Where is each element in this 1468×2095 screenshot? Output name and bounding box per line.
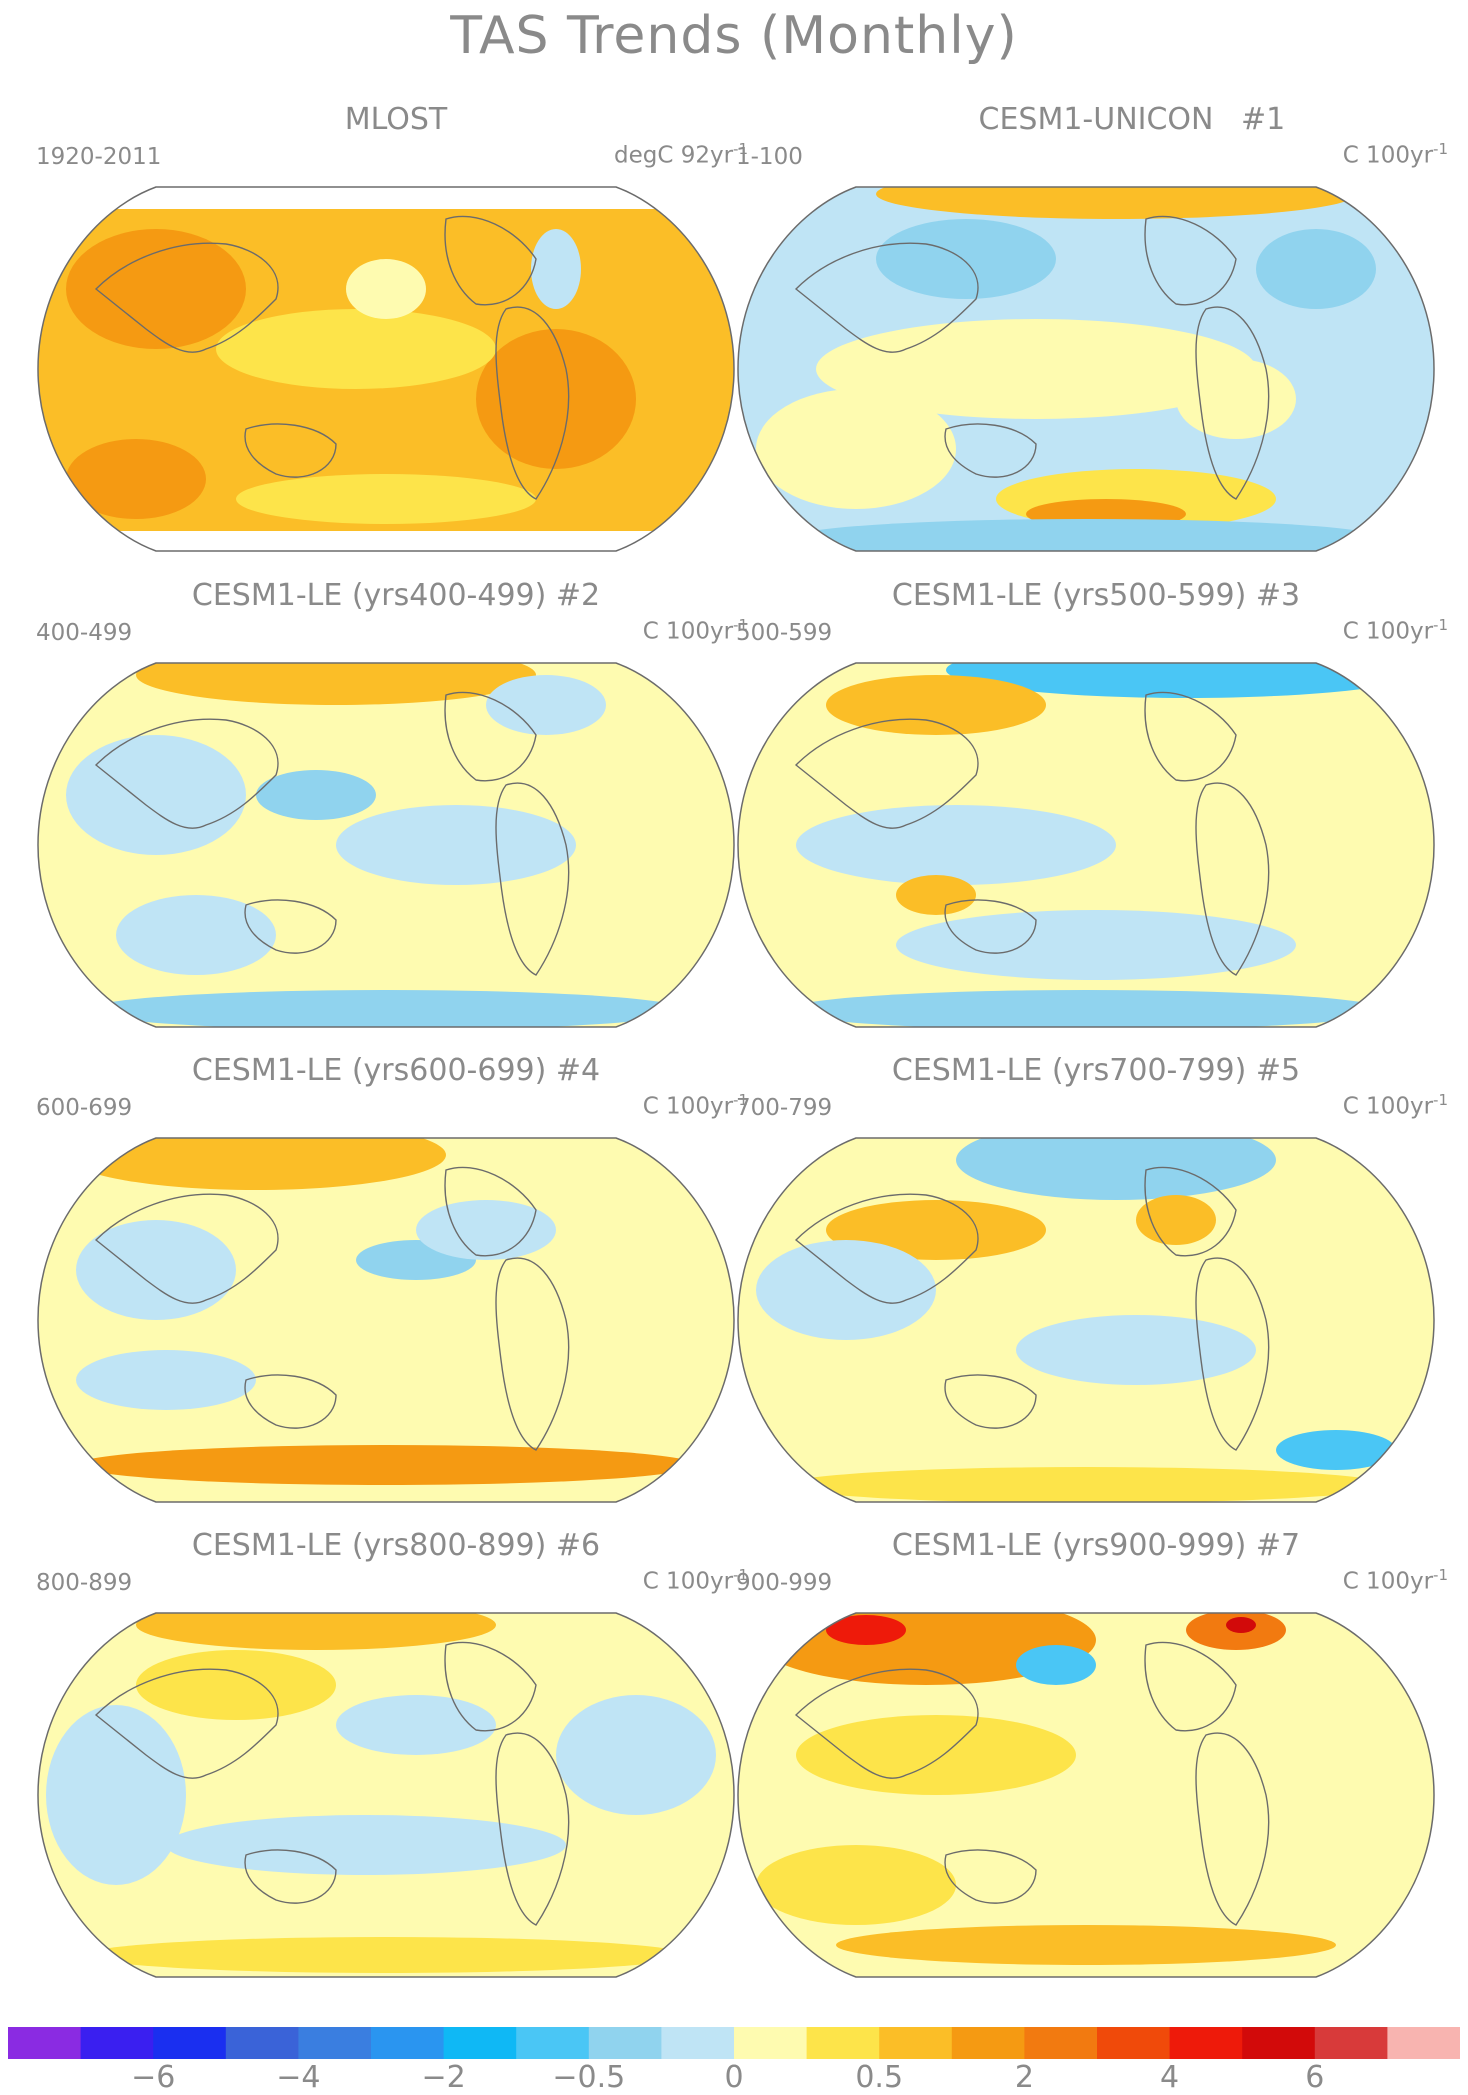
world-map-le-5 [737,1137,1435,1503]
panel-period: 1-100 [736,144,803,170]
colorbar-swatch [1024,2027,1098,2059]
world-map-le-4 [37,1137,735,1503]
colorbar-tick-label: 6 [1305,2060,1325,2095]
colorbar-tick-label: −4 [276,2060,321,2095]
colorbar-tick-label: −2 [421,2060,466,2095]
map-panel-le-3: CESM1-LE (yrs500-599) #3 500-599 C 100yr… [736,578,1456,1040]
colorbar-swatch [661,2027,735,2059]
colorbar-swatch [443,2027,517,2059]
colorbar-swatch [879,2027,953,2059]
panel-units: C 100yr-1 [1342,1566,1448,1595]
panel-period: 900-999 [736,1570,833,1596]
map-panel-le-5: CESM1-LE (yrs700-799) #5 700-799 C 100yr… [736,1053,1456,1515]
world-map-le-2 [37,662,735,1028]
panel-period: 500-599 [736,620,833,646]
panel-units: C 100yr-1 [1342,1091,1448,1120]
colorbar-swatch [225,2027,299,2059]
colorbar-swatch [153,2027,227,2059]
colorbar-swatch [1242,2027,1316,2059]
panel-units: C 100yr-1 [1342,140,1448,169]
panel-units: C 100yr-1 [642,1566,748,1595]
panel-title: CESM1-UNICON [978,102,1214,137]
panel-units: C 100yr-1 [1342,616,1448,645]
colorbar-tick-label: 0.5 [855,2060,904,2095]
colorbar-swatch [1314,2027,1388,2059]
colorbar-swatch [734,2027,808,2059]
map-panel-mlost: MLOST 1920-2011 degC 92yr-1 [36,102,756,564]
panel-title: CESM1-LE (yrs900-999) #7 [891,1528,1301,1563]
panel-period: 700-799 [736,1095,833,1121]
colorbar-tick-label: 4 [1160,2060,1180,2095]
colorbar-swatch [371,2027,445,2059]
colorbar-swatch [298,2027,372,2059]
map-panel-le-2: CESM1-LE (yrs400-499) #2 400-499 C 100yr… [36,578,756,1040]
colorbar-tick-label: 0 [724,2060,744,2095]
map-panel-unicon: CESM1-UNICON #1 1-100 C 100yr-1 [736,102,1456,564]
colorbar-swatch [8,2027,82,2059]
panel-title: CESM1-LE (yrs400-499) #2 [191,578,601,613]
panel-period: 1920-2011 [36,144,162,170]
panel-title: CESM1-LE (yrs500-599) #3 [891,578,1301,613]
panel-units: C 100yr-1 [642,616,748,645]
colorbar-labels: −6 −4 −2 −0.5 0 0.5 2 4 6 [0,2060,1468,2095]
panel-units: degC 92yr-1 [613,140,748,169]
panel-period: 600-699 [36,1095,133,1121]
colorbar-swatch [516,2027,590,2059]
world-map-unicon [737,186,1435,552]
world-map-le-7 [737,1612,1435,1978]
map-panel-le-4: CESM1-LE (yrs600-699) #4 600-699 C 100yr… [36,1053,756,1515]
panel-title: CESM1-LE (yrs600-699) #4 [191,1053,601,1088]
colorbar-swatch [1097,2027,1171,2059]
figure-title: TAS Trends (Monthly) [450,6,1018,66]
panel-units: C 100yr-1 [642,1091,748,1120]
colorbar-tick-label: −0.5 [552,2060,626,2095]
map-panel-le-7: CESM1-LE (yrs900-999) #7 900-999 C 100yr… [736,1528,1456,1990]
panel-title: CESM1-LE (yrs700-799) #5 [891,1053,1301,1088]
panel-number: #1 [1241,102,1286,137]
colorbar-tick-label: 2 [1014,2060,1034,2095]
colorbar [8,2027,1460,2059]
panel-title: MLOST [344,102,448,137]
colorbar-tick-label: −6 [131,2060,176,2095]
map-panel-le-6: CESM1-LE (yrs800-899) #6 800-899 C 100yr… [36,1528,756,1990]
world-map-le-3 [737,662,1435,1028]
colorbar-swatch [806,2027,880,2059]
world-map-mlost [37,186,735,552]
panel-title: CESM1-LE (yrs800-899) #6 [191,1528,601,1563]
colorbar-swatch [951,2027,1025,2059]
colorbar-swatch [1387,2027,1460,2059]
panel-period: 800-899 [36,1570,133,1596]
colorbar-swatch [588,2027,662,2059]
panel-period: 400-499 [36,620,133,646]
world-map-le-6 [37,1612,735,1978]
colorbar-swatch [80,2027,154,2059]
colorbar-swatch [1169,2027,1243,2059]
